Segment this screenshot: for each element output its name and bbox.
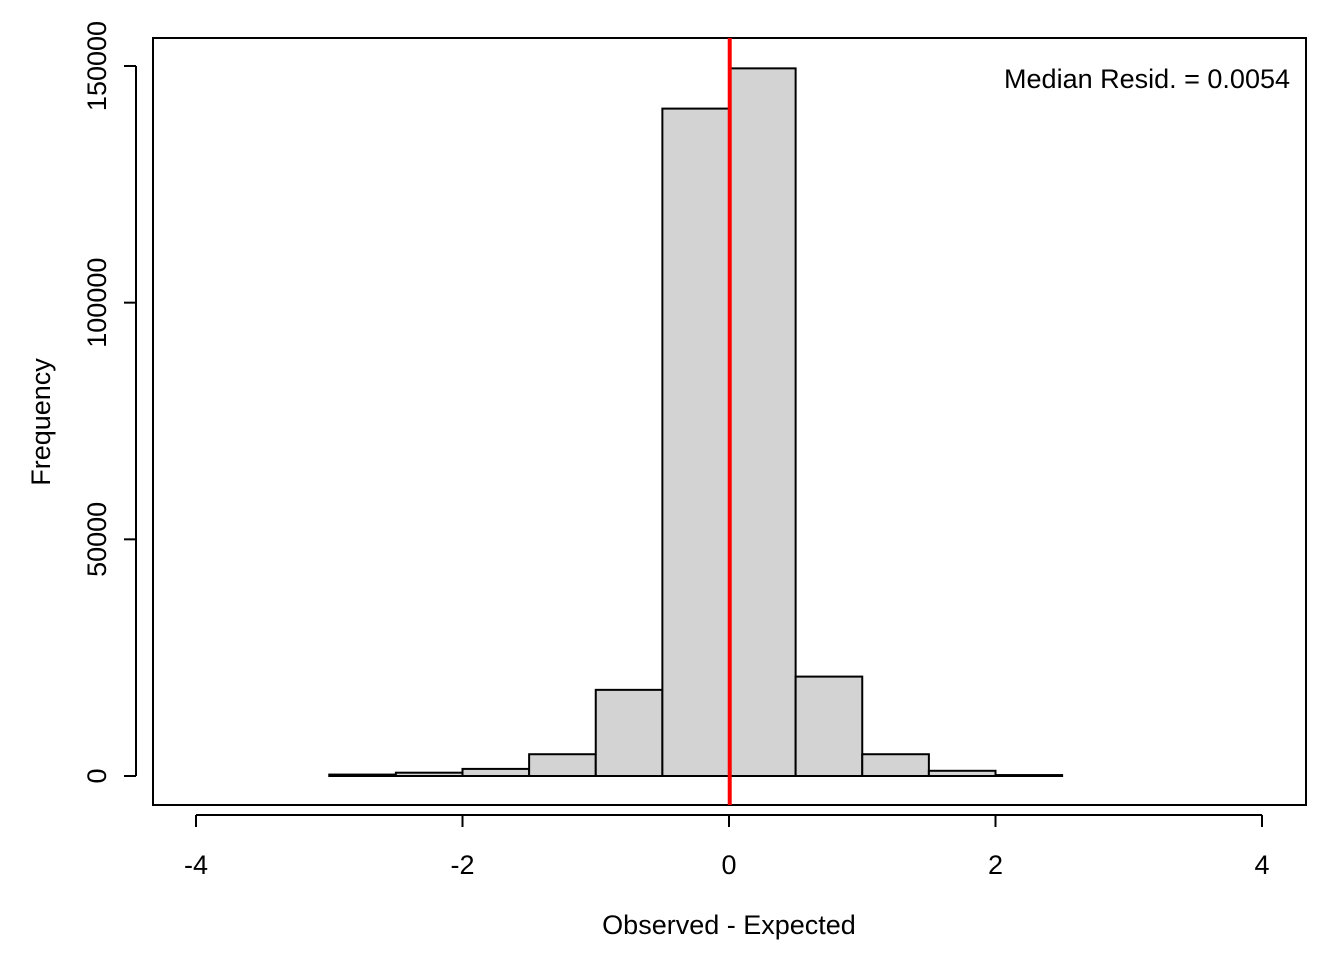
histogram-bars (328, 67, 1064, 778)
histogram-bar (528, 753, 597, 778)
histogram-bar (461, 767, 531, 778)
histogram-bar (661, 107, 730, 778)
median-annotation: Median Resid. = 0.0054 (1004, 64, 1290, 94)
y-tick-label: 100000 (82, 258, 112, 348)
y-tick-label: 50000 (82, 502, 112, 577)
x-tick-label: 2 (988, 850, 1003, 880)
histogram-bar (328, 773, 397, 778)
histogram-bar (927, 769, 997, 778)
histogram-bar (594, 688, 664, 777)
histogram-bar (794, 675, 864, 777)
x-tick-label: 4 (1254, 850, 1269, 880)
x-axis: -4 -2 0 2 4 (184, 814, 1270, 880)
y-tick-label: 0 (82, 768, 112, 783)
histogram-bar (994, 774, 1064, 778)
histogram-bar (394, 771, 464, 777)
y-axis-title: Frequency (26, 358, 56, 486)
y-tick-label: 150000 (82, 21, 112, 111)
y-axis: 0 50000 100000 150000 (82, 21, 137, 784)
x-tick-label: -2 (450, 850, 474, 880)
histogram-bar (728, 67, 797, 778)
x-tick-label: -4 (184, 850, 208, 880)
x-tick-label: 0 (721, 850, 736, 880)
histogram-bar (861, 753, 930, 778)
x-axis-title: Observed - Expected (602, 910, 856, 940)
